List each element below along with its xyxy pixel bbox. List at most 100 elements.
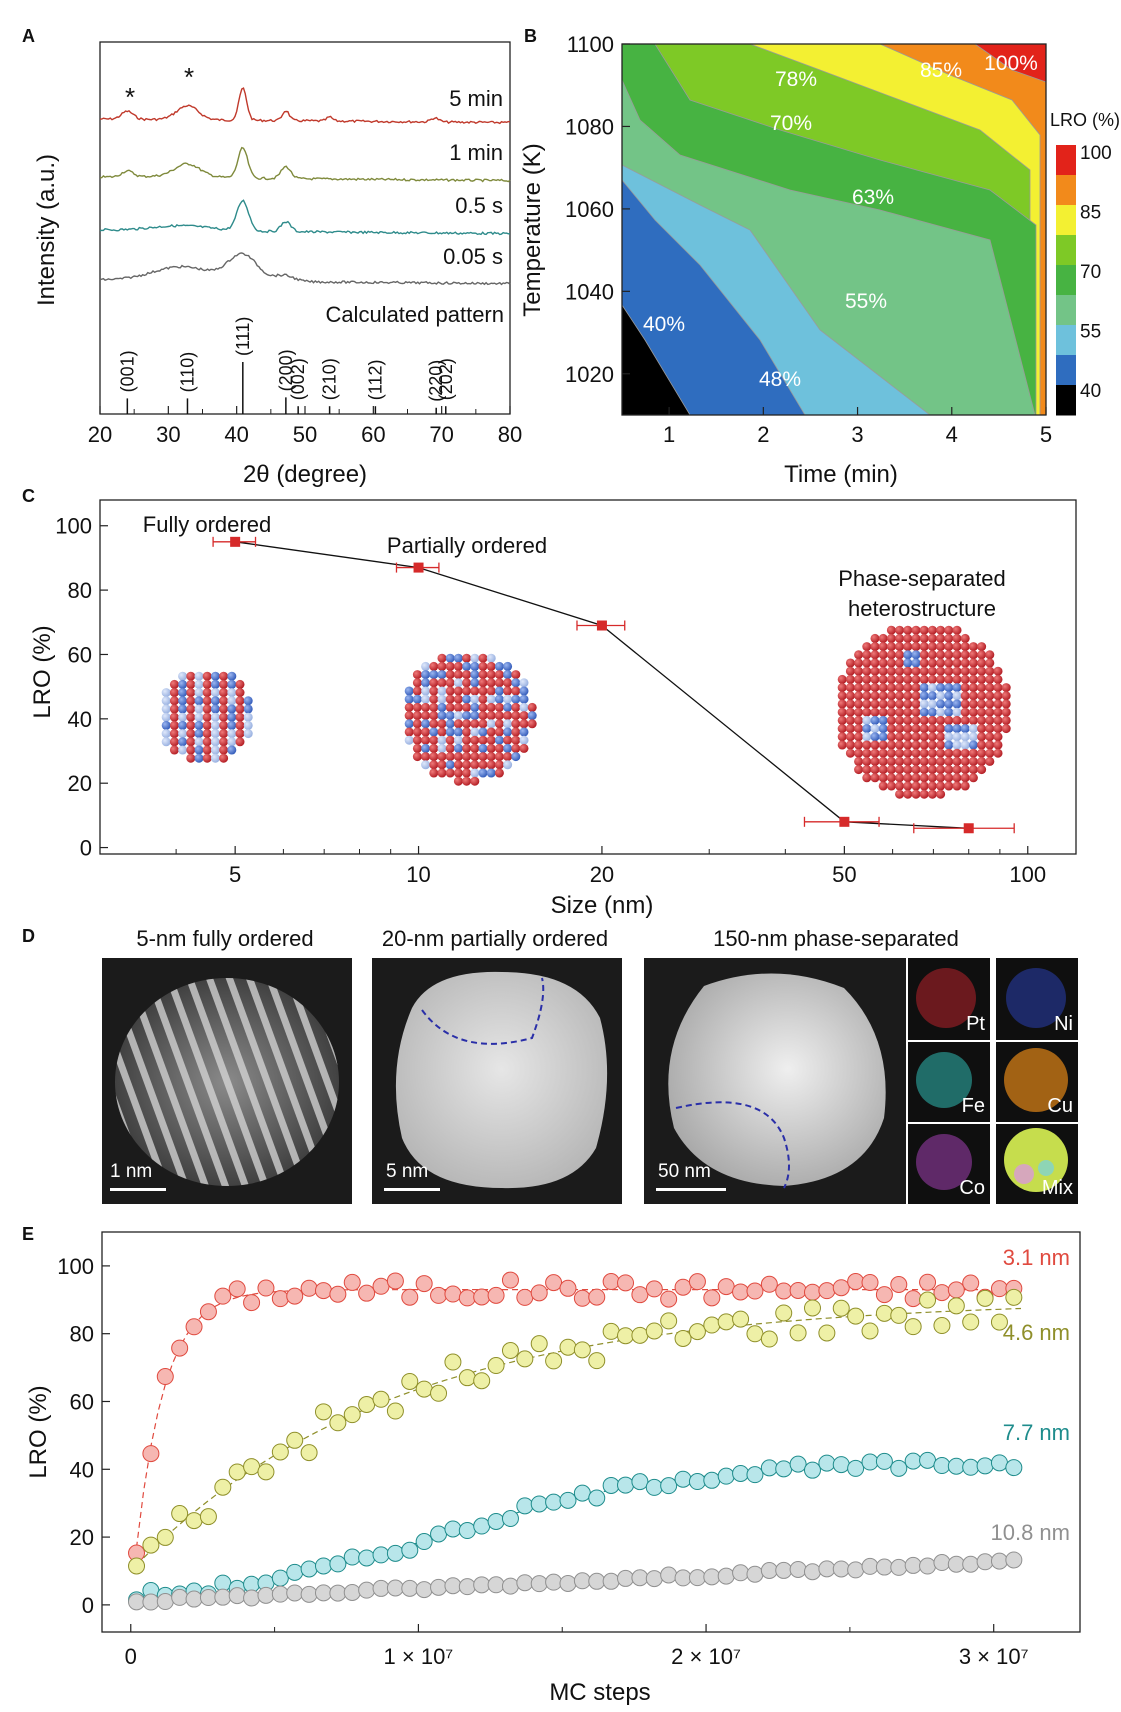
atom [462,743,472,753]
panel-a-ylabel: Intensity (a.u.) [33,154,60,306]
atom [944,683,954,693]
atom [993,715,1003,725]
mc-point [372,1546,390,1564]
region-below-40 [622,304,691,415]
mc-point [732,1283,750,1301]
haadf-image-150nm: 50 nm [644,958,906,1204]
atom [927,756,937,766]
atom [235,679,245,689]
atom [429,686,439,696]
atom [470,653,480,663]
mc-point [228,1463,246,1481]
atom [494,678,504,688]
atom [470,735,480,745]
atom [968,650,978,660]
atom [936,658,946,668]
atom [993,732,1003,742]
atom [936,699,946,709]
atom [486,686,496,696]
atom [927,699,937,709]
series-108nm [128,1551,1023,1611]
atom [977,732,987,742]
mc-point [171,1588,189,1606]
atom [421,702,431,712]
atom [960,691,970,701]
mc-point [1005,1551,1023,1569]
atom [486,661,496,671]
atom [960,633,970,643]
atom [870,748,880,758]
mc-point [559,1279,577,1297]
mc-point [760,1275,778,1293]
stick-label: (210) [320,358,340,400]
atom [952,674,962,684]
series-label-0: 3.1 nm [1003,1245,1070,1270]
co-signal [916,1134,972,1190]
atom [919,773,929,783]
mc-point [243,1294,261,1312]
c-ytick-label: 80 [68,578,92,603]
atom [903,715,913,725]
atom [870,765,880,775]
atom [494,686,504,696]
mc-point [703,1471,721,1489]
mc-point [760,1459,778,1477]
atom [862,642,872,652]
atom [437,661,447,671]
atom [470,776,480,786]
atom [862,658,872,668]
atom [895,674,905,684]
atom [977,715,987,725]
atom [944,740,954,750]
atom [178,671,188,681]
atom [968,715,978,725]
atom [977,765,987,775]
atom [985,674,995,684]
atom [421,711,431,721]
mc-point [257,1463,275,1481]
lattice-stripe [178,978,276,1186]
atom [927,707,937,717]
fe-signal [916,1052,972,1108]
atom [462,760,472,770]
mc-point [775,1561,793,1579]
atom [911,773,921,783]
atom [404,694,414,704]
atom [453,702,463,712]
panel-a-xlabel: 2θ (degree) [243,461,367,488]
e-xtick-label: 0 [125,1644,137,1669]
series-31nm [128,1271,1023,1562]
panel-c-ylabel: LRO (%) [29,625,56,718]
atom [445,760,455,770]
mc-point [386,1579,404,1597]
atom [911,674,921,684]
mc-point [861,1453,879,1471]
atom [854,732,864,742]
atom [960,707,970,717]
atom [886,625,896,635]
mc-point [947,1555,965,1573]
atom [845,699,855,709]
atom [927,748,937,758]
atom [919,715,929,725]
c-data-point [230,536,241,547]
mc-point [473,1517,491,1535]
mc-point [142,1445,160,1463]
atom [462,670,472,680]
mc-point [660,1312,678,1330]
atom [437,686,447,696]
atom [437,678,447,688]
atom [919,674,929,684]
atom [202,729,212,739]
atom [911,715,921,725]
mc-point [588,1352,606,1370]
panel-c-ticks: 5 10 20 50 100 0 20 40 60 80 100 [55,514,1046,887]
atom [837,674,847,684]
mc-point [573,1484,591,1502]
mc-point [358,1581,376,1599]
atom [936,773,946,783]
pt-signal [916,968,976,1028]
panel-e-label: E [22,1224,34,1244]
scale-label-1nm: 1 nm [110,1161,153,1182]
mc-point [444,1577,462,1595]
